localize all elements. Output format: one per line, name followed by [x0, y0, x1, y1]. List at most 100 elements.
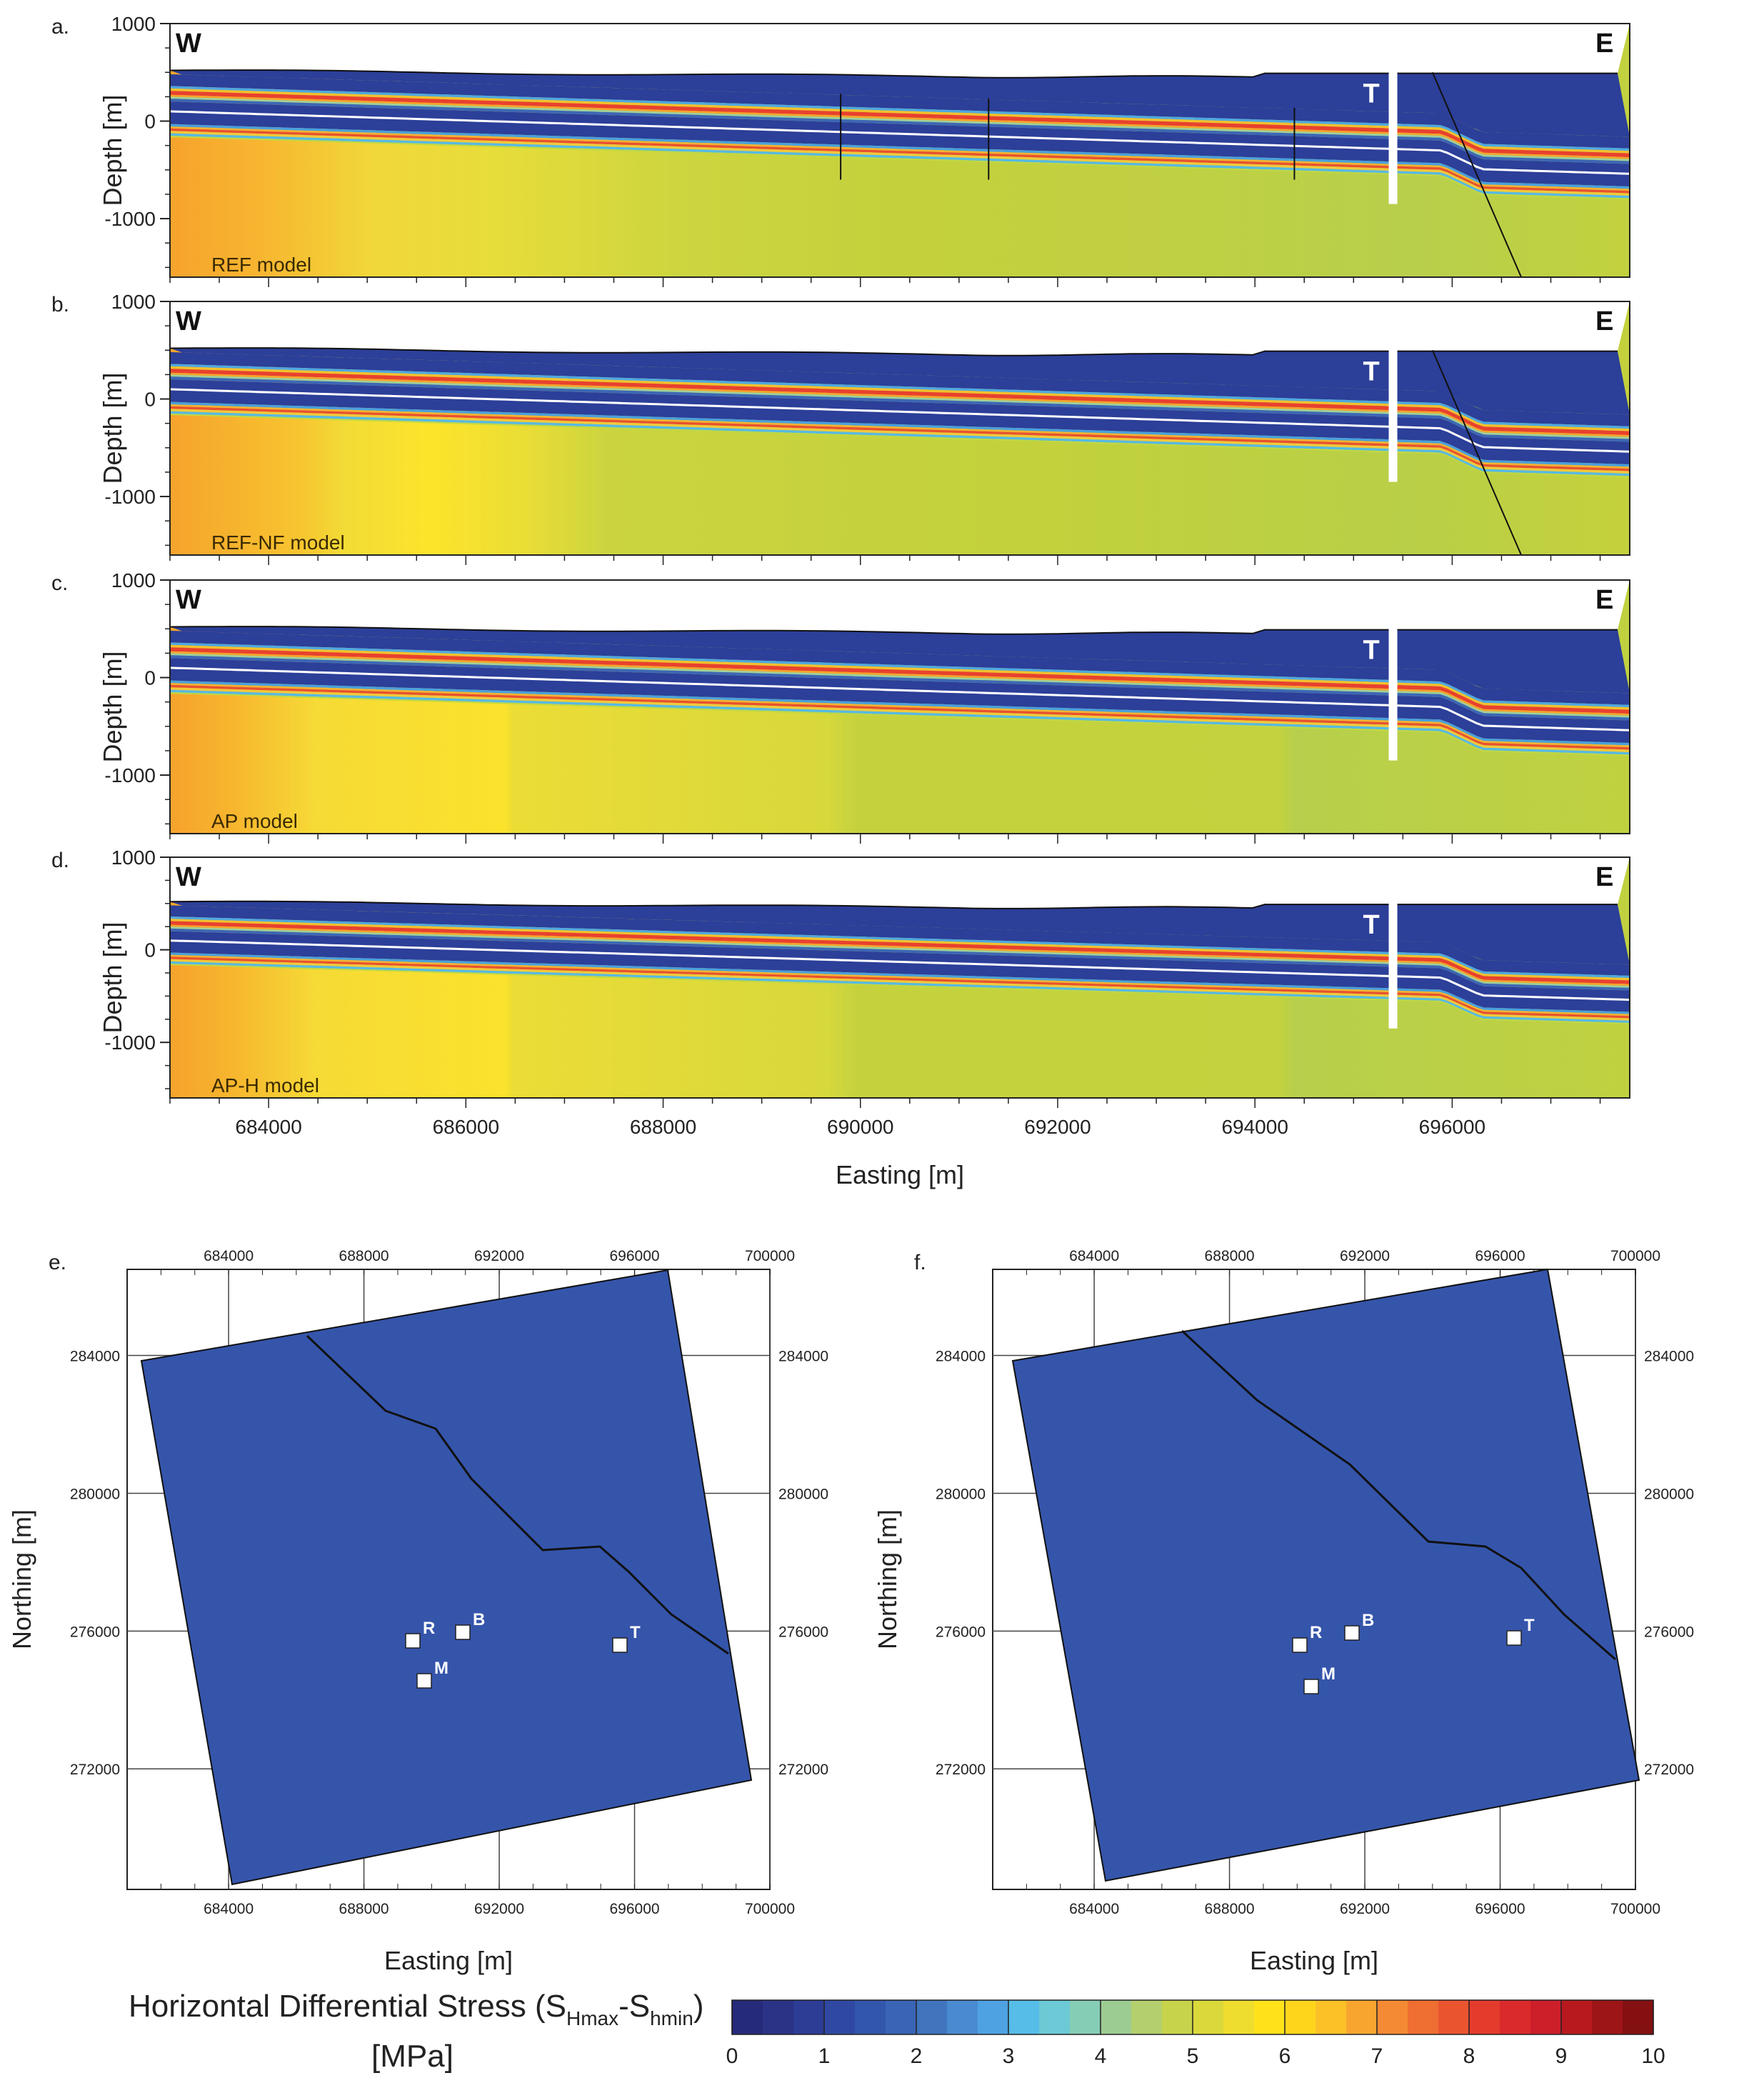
colorbar-tick-label: 10 [1641, 2044, 1665, 2068]
colorbar-title: Horizontal Differential Stress (SHmax-Sh… [129, 1989, 703, 2029]
map-top-tick-label: 688000 [339, 1248, 389, 1264]
panel-label: f. [914, 1251, 926, 1274]
east-label: E [1595, 585, 1613, 615]
stress-layer-band [170, 124, 1630, 189]
site-label: T [630, 1623, 641, 1642]
colorbar-tick-label: 7 [1371, 2044, 1383, 2068]
stress-layer-band [170, 905, 1630, 976]
stress-layer-band [170, 128, 1630, 194]
east-label: E [1595, 862, 1613, 892]
horizon-line [170, 388, 1630, 453]
site-label: M [1321, 1664, 1335, 1684]
site-marker [416, 1673, 432, 1689]
stress-layer-band [170, 647, 1630, 714]
colorbar-swatch [763, 2000, 794, 2034]
fault-line [1431, 349, 1522, 555]
overburden [170, 70, 1630, 137]
overburden [170, 901, 1630, 965]
colorbar-swatch [886, 2000, 917, 2034]
section-frame [169, 301, 1630, 556]
well-trace [1388, 350, 1398, 482]
well-trace [1388, 629, 1398, 761]
map-bottom-tick-label: 700000 [1610, 1901, 1660, 1917]
colorbar-tick-label: 4 [1095, 2044, 1107, 2068]
colorbar-swatch [1223, 2000, 1255, 2034]
map-left-tick-label: 280000 [70, 1486, 120, 1502]
site-label: M [434, 1659, 448, 1678]
colorbar-swatch [1285, 2000, 1316, 2034]
site-label: B [473, 1610, 485, 1629]
panel-label: a. [51, 15, 69, 39]
horizon-line [170, 666, 1630, 731]
y-axis-title: Depth [m] [98, 372, 127, 484]
map-top-tick-label: 688000 [1205, 1248, 1255, 1264]
x-tick-label: 692000 [1024, 1116, 1091, 1138]
colorbar-swatch [793, 2000, 825, 2034]
stress-layer-band [170, 404, 1630, 469]
y-axis-title: Depth [m] [98, 921, 127, 1033]
colorbar-swatch [1131, 2000, 1163, 2034]
stress-layer-band [170, 406, 1630, 471]
stress-layer-band [170, 86, 1630, 151]
map-bottom-tick-label: 684000 [204, 1901, 254, 1917]
y-axis-title: Northing [m] [873, 1509, 902, 1649]
colorbar-tick-label: 2 [911, 2044, 923, 2068]
site-label: R [1310, 1623, 1322, 1642]
horizon-line [170, 110, 1630, 175]
y-tick-label: 1000 [111, 13, 156, 35]
well-trace [1388, 72, 1398, 204]
stress-maps: 684000 684000 688000 688000 692000 692000 6960… [7, 1248, 1694, 1975]
fault-trace [306, 1334, 729, 1655]
section-frame [169, 856, 1630, 1099]
stress-layer-band [170, 364, 1630, 429]
map-panel-1: 684000 684000 688000 688000 692000 692000 6960… [7, 1248, 828, 1975]
y-axis-title: Depth [m] [98, 94, 127, 206]
stress-layer-band [170, 631, 1630, 705]
stress-layer-band [170, 924, 1630, 986]
colorbar-tick-label: 8 [1463, 2044, 1475, 2068]
panel-label: c. [51, 571, 68, 595]
x-tick-label: 696000 [1419, 1116, 1485, 1138]
stress-layer-band [170, 655, 1630, 721]
colorbar-swatch [947, 2000, 978, 2034]
colorbar-swatch [855, 2000, 886, 2034]
site-marker [612, 1637, 628, 1653]
stress-layer-band [170, 74, 1630, 149]
site-marker [1344, 1625, 1360, 1641]
colorbar-swatch [1070, 2000, 1101, 2034]
y-tick-label: 0 [144, 389, 156, 411]
colorbar-tick-label: 1 [818, 2044, 831, 2068]
map-left-tick-label: 284000 [70, 1349, 120, 1365]
colorbar-swatch [1623, 2000, 1654, 2034]
colorbar-swatch [1162, 2000, 1193, 2034]
section-frame [169, 579, 1630, 834]
x-tick-label: 690000 [827, 1116, 893, 1138]
y-tick-label: 0 [144, 111, 156, 133]
colorbar-tick-label: 6 [1279, 2044, 1291, 2068]
stress-layer-band [170, 916, 1630, 979]
map-right-tick-label: 272000 [1644, 1762, 1694, 1778]
stress-layer-band [170, 401, 1630, 467]
y-axis-title: Depth [m] [98, 651, 127, 762]
map-top-tick-label: 696000 [609, 1248, 659, 1264]
well-label: T [1363, 79, 1380, 109]
stress-layer-band [170, 126, 1630, 191]
west-label: W [176, 862, 201, 892]
stress-layer-band [170, 366, 1630, 431]
stress-layer-band [170, 642, 1630, 708]
colorbar-tick-label: 9 [1555, 2044, 1568, 2068]
stress-layer-band [170, 928, 1630, 991]
topography-line [170, 69, 1618, 79]
colorbar-swatch [1008, 2000, 1040, 2034]
map-left-tick-label: 276000 [70, 1624, 120, 1640]
topography-line [170, 347, 1618, 356]
site-marker [1506, 1630, 1522, 1646]
stress-layer-band [170, 683, 1630, 748]
section-field: T [170, 857, 1630, 1098]
site-label: T [1524, 1616, 1535, 1635]
model-label: REF model [211, 254, 311, 276]
map-top-tick-label: 700000 [745, 1248, 795, 1264]
colorbar-tick-label: 5 [1187, 2044, 1199, 2068]
